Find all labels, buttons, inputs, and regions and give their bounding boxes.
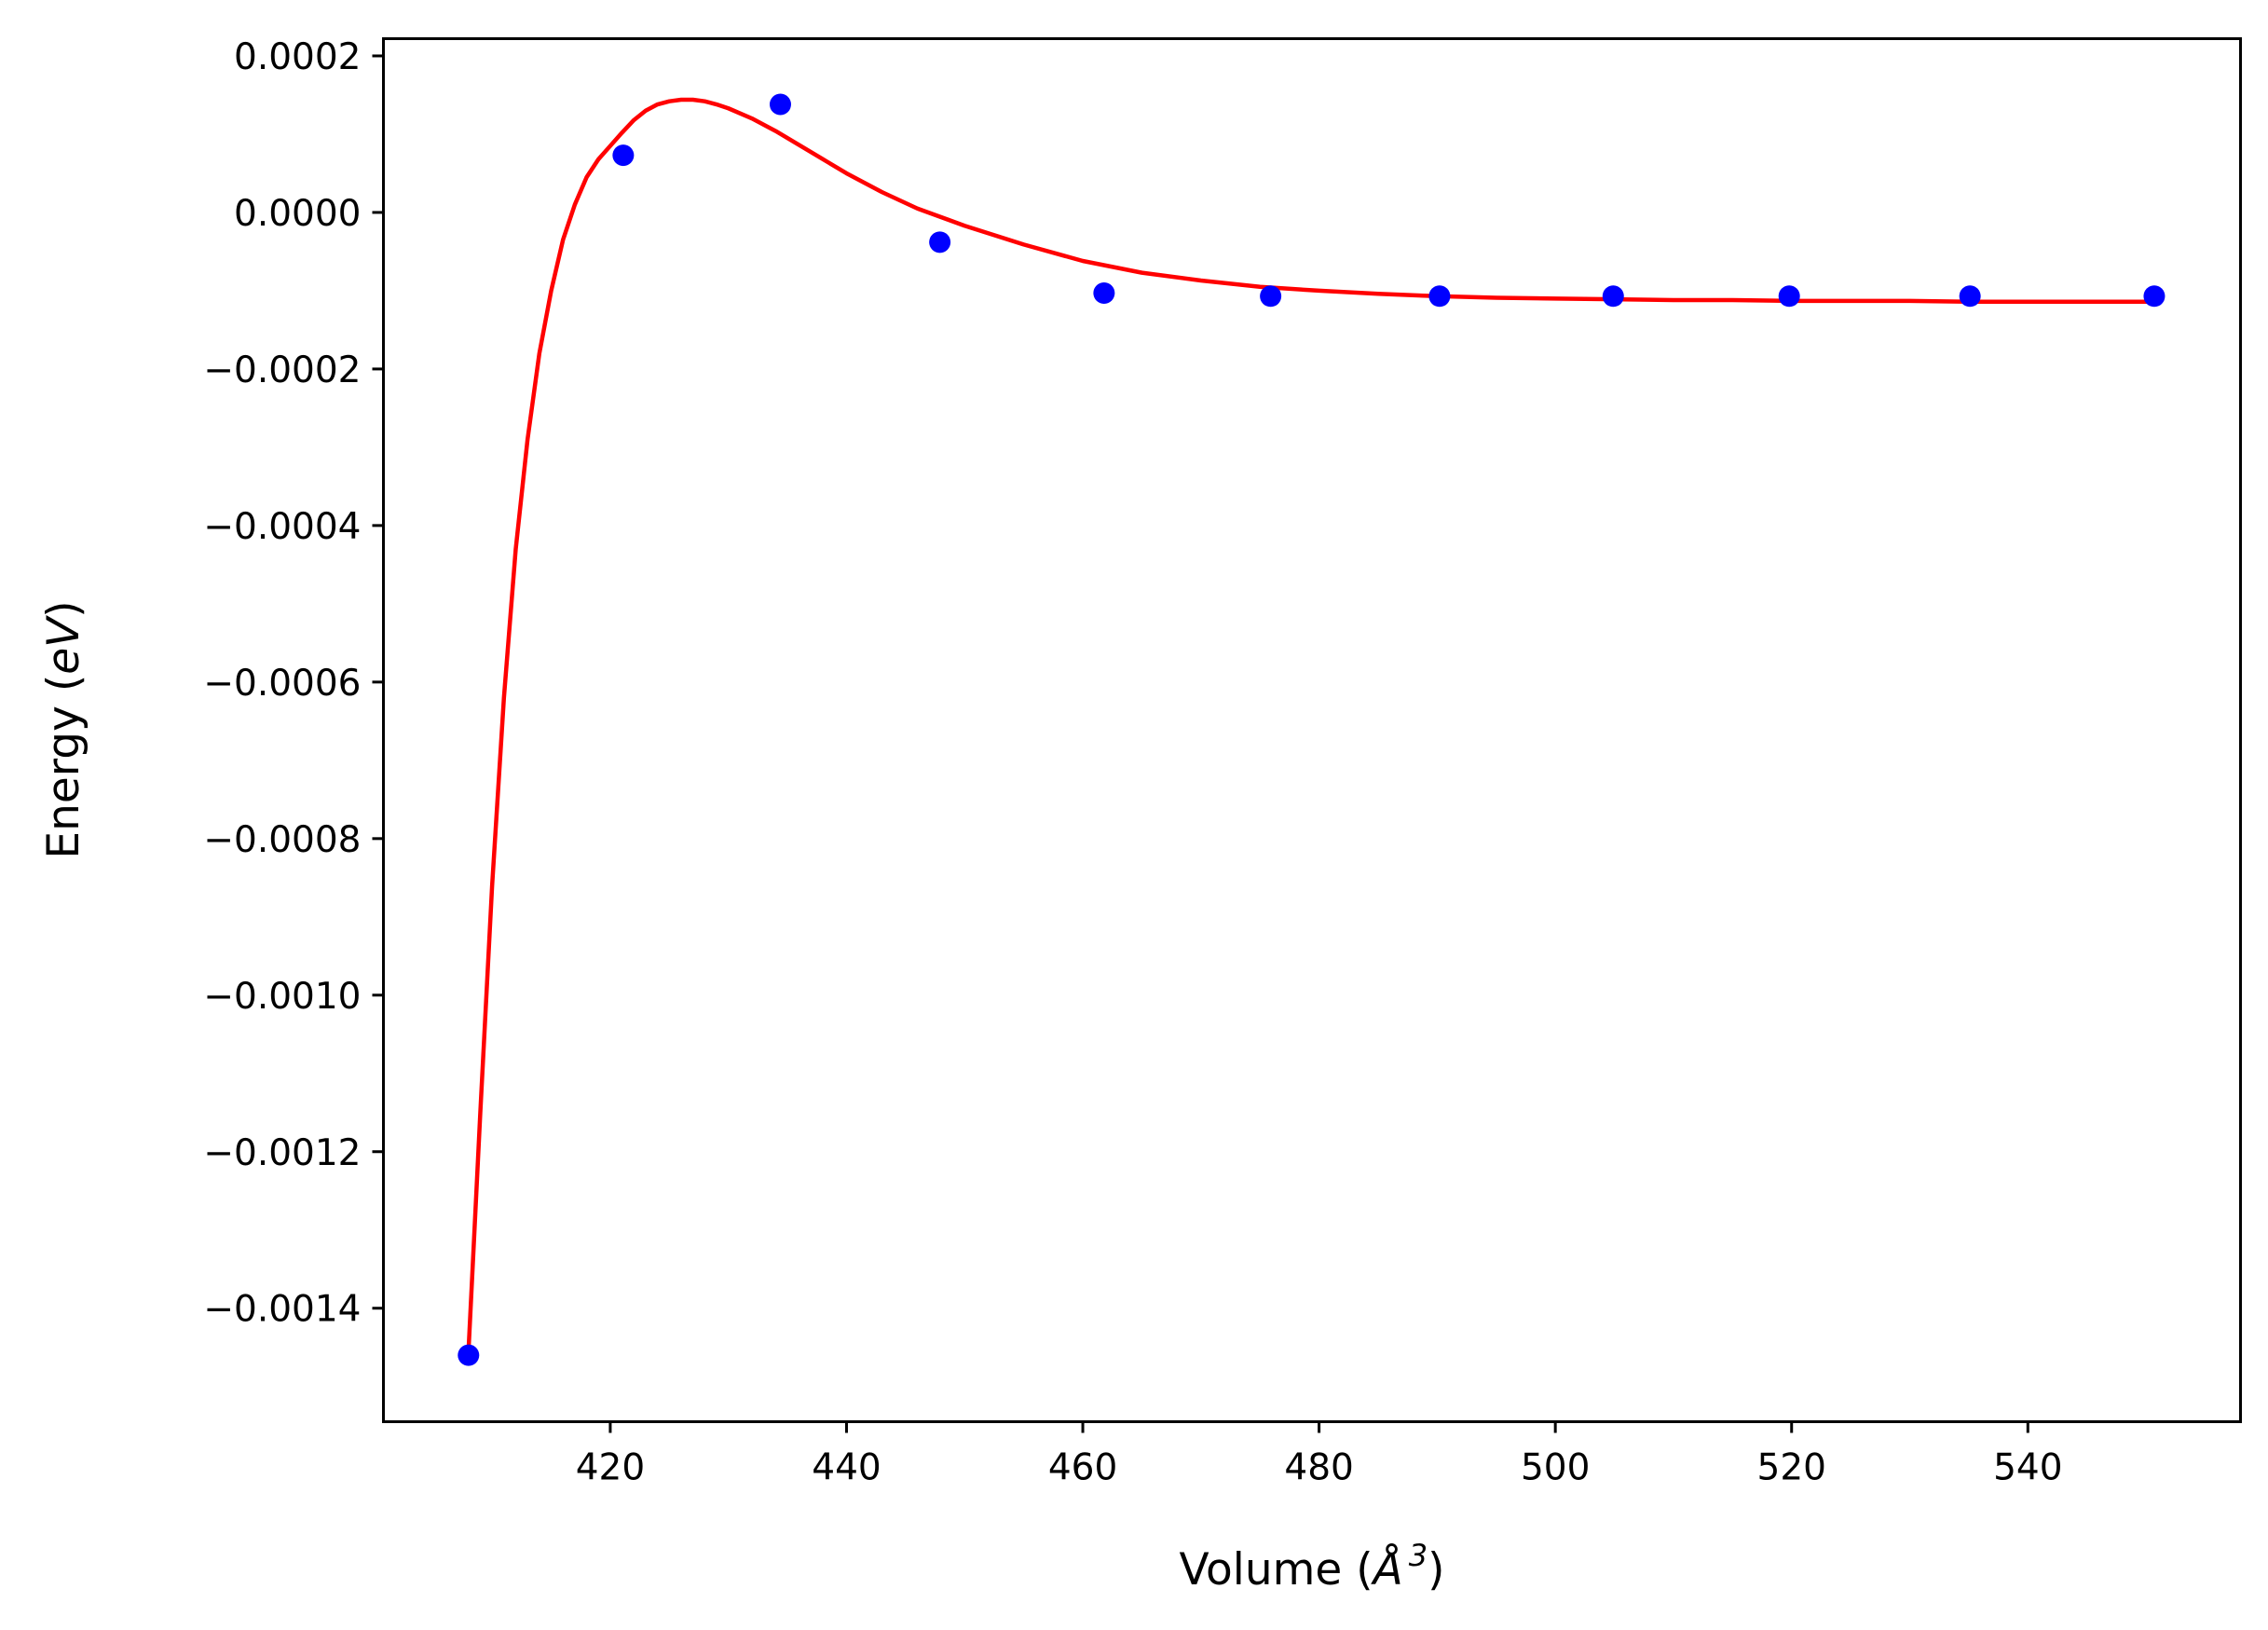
data-point (612, 144, 635, 167)
y-axis-title-prefix: Energy ( (38, 675, 89, 859)
x-axis-ticks: 420 440 460 480 500 520 540 (576, 1421, 2063, 1489)
fit-curve-layer (466, 97, 2157, 1354)
y-tick-label: −0.0014 (203, 1289, 361, 1331)
data-point (458, 1344, 480, 1366)
data-point (1602, 285, 1624, 308)
x-tick-label: 520 (1757, 1447, 1826, 1489)
y-tick-label: −0.0008 (203, 819, 361, 861)
y-tick-label: −0.0012 (203, 1132, 361, 1174)
data-point (1428, 285, 1451, 308)
data-point (2143, 285, 2166, 308)
x-tick-label: 540 (1993, 1447, 2062, 1489)
x-tick-label: 460 (1048, 1447, 1117, 1489)
y-tick-label: −0.0010 (203, 976, 361, 1018)
x-axis-title-suffix: ) (1428, 1544, 1444, 1596)
plot-frame (382, 37, 2242, 1423)
x-tick-label: 420 (576, 1447, 645, 1489)
y-tick-label: −0.0002 (203, 349, 361, 391)
y-tick-label: −0.0006 (203, 663, 361, 705)
y-tick-label: 0.0002 (234, 36, 361, 78)
y-axis-ticks: 0.0002 0.0000 −0.0002 −0.0004 −0.0006 −0.0008… (203, 36, 384, 1331)
x-axis-title-superscript: 3 (1409, 1538, 1428, 1573)
x-tick-label: 480 (1284, 1447, 1353, 1489)
data-point (1778, 285, 1800, 308)
data-points-layer (458, 93, 2166, 1366)
y-axis-title-unit: eV (38, 615, 89, 675)
fit-curve-line (466, 97, 2157, 1354)
y-axis-title: Energy (eV) (38, 600, 89, 858)
x-tick-label: 440 (812, 1447, 881, 1489)
data-point (1959, 285, 1981, 308)
y-tick-label: −0.0004 (203, 506, 361, 548)
y-tick-label: 0.0000 (234, 193, 361, 235)
data-point (769, 93, 791, 116)
x-axis-title-prefix: Volume ( (1180, 1544, 1373, 1596)
x-tick-label: 500 (1521, 1447, 1590, 1489)
data-point (1260, 285, 1282, 308)
x-axis-title-symbol: Å (1371, 1544, 1403, 1596)
data-point (929, 231, 951, 253)
x-axis-title: Volume (Å 3) (1180, 1538, 1445, 1596)
y-axis-title-suffix: ) (38, 600, 89, 617)
data-point (1093, 281, 1115, 304)
